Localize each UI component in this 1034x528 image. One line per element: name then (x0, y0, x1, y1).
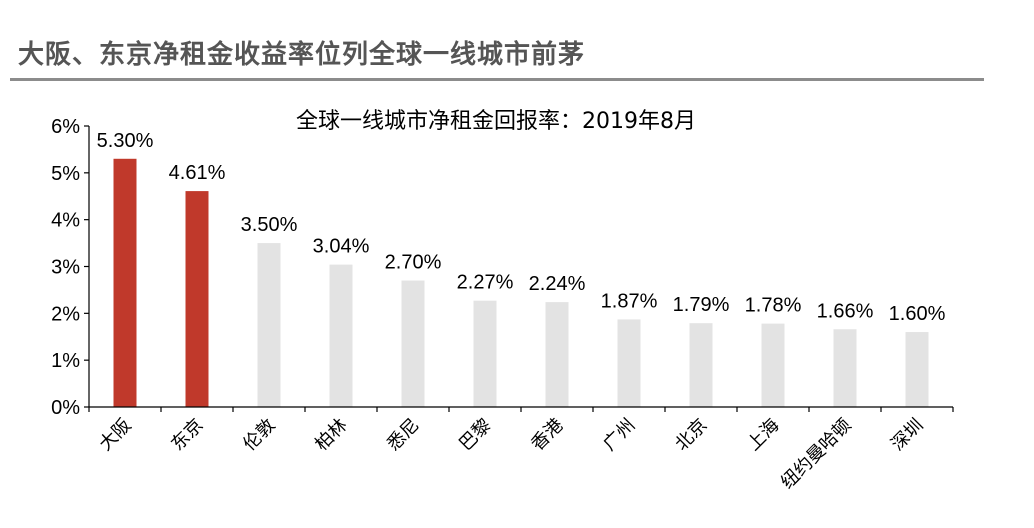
data-label: 2.24% (529, 273, 586, 295)
data-label: 5.30% (97, 130, 154, 152)
category-label: 香港 (527, 415, 567, 455)
category-label: 上海 (743, 415, 783, 455)
y-tick-label: 6% (51, 116, 80, 138)
data-label: 3.50% (241, 214, 298, 236)
section-header-divider (10, 78, 984, 81)
bar (113, 158, 137, 407)
bar (545, 302, 569, 407)
bar (617, 319, 641, 407)
y-tick-label: 3% (51, 257, 80, 279)
bar (833, 329, 857, 407)
category-label: 悉尼 (383, 415, 423, 455)
data-label: 1.60% (889, 303, 946, 325)
section-header-title: 大阪、东京净租金收益率位列全球一线城市前茅 (18, 40, 586, 70)
category-label: 伦敦 (239, 415, 279, 455)
data-label: 1.78% (745, 295, 802, 317)
bar (761, 323, 785, 407)
data-label: 3.04% (313, 236, 370, 258)
chart-plot-area: 0% 1% 2% 3% 4% 5% 6% 5.30% 大阪 4.61% 东京 3.50% 伦敦 3.04%… (51, 116, 954, 493)
bar (689, 323, 713, 407)
data-label: 1.87% (601, 290, 658, 312)
category-label: 东京 (167, 415, 207, 455)
category-label: 柏林 (311, 415, 351, 455)
category-label: 广州 (599, 415, 639, 455)
y-tick-label: 5% (51, 163, 80, 185)
y-tick-label: 1% (51, 350, 80, 372)
data-label: 4.61% (169, 162, 226, 184)
data-label: 1.79% (673, 294, 730, 316)
category-label: 纽约曼哈顿 (777, 415, 855, 493)
chart-title: 全球一线城市净租金回报率：2019年8月 (296, 109, 696, 134)
y-tick-label: 2% (51, 303, 80, 325)
category-label: 巴黎 (455, 415, 495, 455)
data-label: 2.70% (385, 252, 442, 274)
bar (257, 243, 281, 407)
bar (401, 280, 425, 407)
bar (473, 300, 497, 407)
data-label: 1.66% (817, 300, 874, 322)
bar (329, 264, 353, 407)
y-tick-label: 0% (51, 397, 80, 419)
category-label: 大阪 (95, 415, 135, 455)
y-tick-label: 4% (51, 210, 80, 232)
category-label: 北京 (671, 415, 711, 455)
bar (185, 191, 209, 407)
data-label: 2.27% (457, 272, 514, 294)
category-label: 深圳 (887, 415, 927, 455)
bar (905, 332, 929, 407)
